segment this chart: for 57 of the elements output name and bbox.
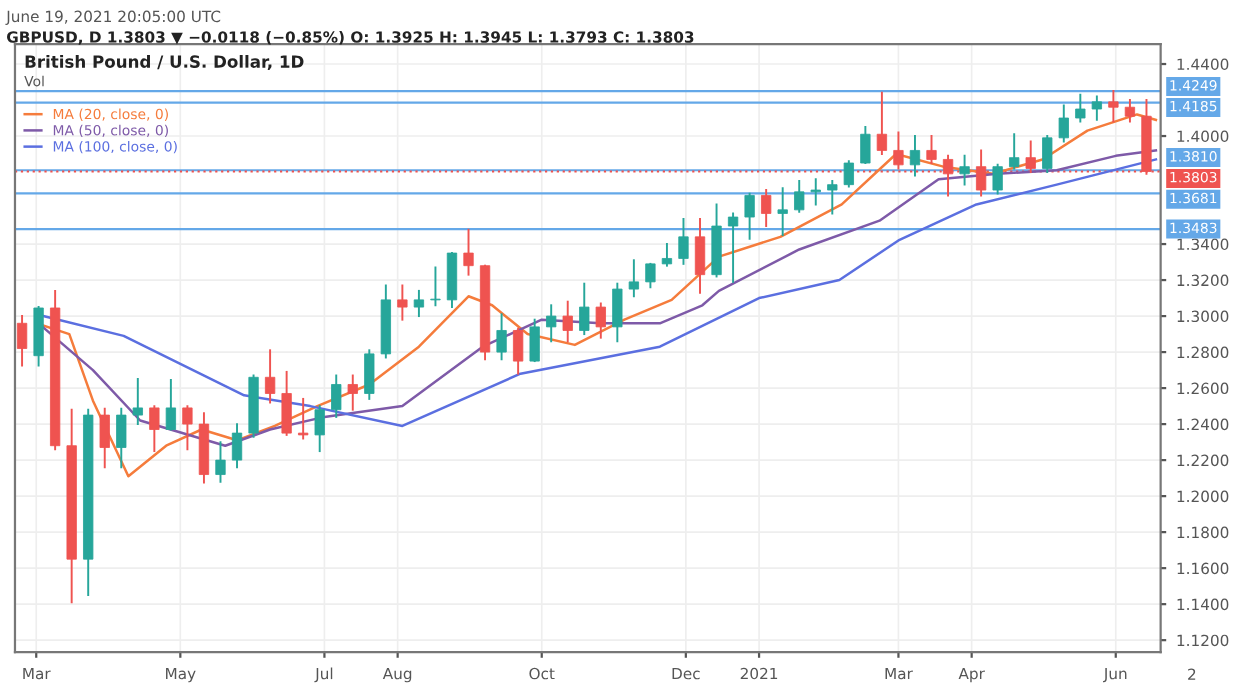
- candlestick: [744, 192, 755, 240]
- candlestick: [727, 212, 739, 283]
- candlestick: [628, 259, 640, 298]
- candlestick: [827, 180, 838, 215]
- candlestick: [16, 315, 28, 367]
- candlestick: [264, 349, 276, 404]
- candlestick: [182, 405, 193, 451]
- candlestick: [298, 397, 309, 440]
- candlestick: [1009, 133, 1020, 170]
- candlestick: [314, 405, 325, 453]
- candlestick: [446, 252, 458, 309]
- candlestick: [810, 178, 821, 206]
- candlestick: [579, 282, 590, 336]
- candlestick: [215, 441, 226, 483]
- candlestick: [612, 282, 623, 343]
- candlestick: [496, 313, 507, 361]
- candlestick: [959, 154, 970, 186]
- candlestick: [149, 405, 160, 453]
- candlestick: [430, 266, 441, 307]
- candlestick: [1108, 90, 1119, 123]
- candlestick: [794, 180, 805, 213]
- candlestick: [926, 135, 937, 165]
- candlestick: [99, 407, 110, 469]
- candlestick: [281, 370, 292, 436]
- candlestick: [1042, 135, 1053, 174]
- candlestick: [1124, 99, 1136, 123]
- candlestick: [33, 306, 44, 367]
- candlestick: [364, 349, 375, 400]
- text: British Pound / U.S. Dollar, 1D: [25, 54, 304, 71]
- candlestick: [1075, 93, 1086, 123]
- candlestick: [165, 379, 177, 431]
- candlestick: [546, 304, 557, 343]
- candlestick: [595, 302, 606, 339]
- candlestick: [463, 228, 474, 276]
- candlestick: [777, 187, 788, 237]
- candlestick: [116, 407, 127, 469]
- candlestick: [132, 378, 143, 426]
- candlestick: [843, 160, 854, 188]
- candlestick: [860, 126, 871, 165]
- candlestick: [512, 327, 524, 375]
- candlestick: [909, 135, 921, 177]
- candlestick: [562, 300, 573, 343]
- candlestick: [1091, 95, 1103, 121]
- candlestick: [347, 374, 358, 411]
- candlestick: [992, 163, 1003, 195]
- candlestick: [397, 284, 408, 321]
- candlestick: [761, 189, 772, 228]
- candlestick: [678, 217, 689, 265]
- candlestick: [694, 217, 706, 294]
- candlestick: [413, 289, 425, 318]
- candlestick: [1058, 104, 1069, 143]
- candlestick: [876, 91, 888, 156]
- candlestick: [331, 374, 342, 418]
- candlestick: [231, 423, 243, 469]
- candlestick: [529, 318, 540, 363]
- candlestick: [661, 243, 673, 267]
- candlestick: [645, 262, 656, 289]
